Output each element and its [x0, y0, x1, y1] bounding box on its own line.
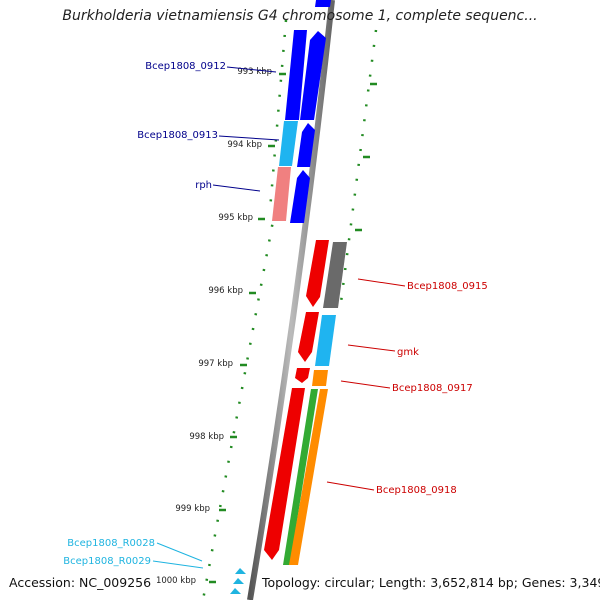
- gene-feature-bcep1808-0917-red[interactable]: [295, 368, 310, 383]
- gene-label-bcep1808-0913[interactable]: Bcep1808_0913: [137, 130, 218, 141]
- gene-feature-bcep1808-0915-red[interactable]: [306, 240, 329, 307]
- gene-label-bcep1808-0918[interactable]: Bcep1808_0918: [376, 485, 457, 496]
- gene-feature-bcep1808-0913[interactable]: [297, 123, 315, 167]
- gene-feature-gmk-red[interactable]: [298, 312, 319, 362]
- gene-feature-bcep1808-0915-grey[interactable]: [323, 242, 347, 308]
- gene-label-bcep1808-0912[interactable]: Bcep1808_0912: [145, 61, 226, 72]
- outer-dotted-guide: [338, 29, 378, 311]
- rna-feature-bcep1808-r0028[interactable]: [235, 568, 246, 574]
- scale-label: 1000 kbp: [156, 576, 196, 586]
- scale-labels: 993 kbp 994 kbp 995 kbp 996 kbp 997 kbp …: [156, 67, 272, 586]
- gene-label-bcep1808-r0029[interactable]: Bcep1808_R0029: [63, 556, 151, 567]
- scale-label: 997 kbp: [198, 359, 233, 369]
- gene-feature-rph[interactable]: [290, 170, 310, 223]
- gene-feature-bcep1808-0918-red[interactable]: [264, 388, 305, 560]
- rna-feature-extra[interactable]: [230, 588, 241, 594]
- backbone-track: [247, 0, 335, 601]
- gene-feature-top-partial[interactable]: [315, 0, 331, 7]
- gene-feature-rph-pink[interactable]: [272, 167, 291, 221]
- gene-feature-gmk-cyan[interactable]: [315, 315, 336, 366]
- accession-text: Accession: NC_009256: [9, 575, 152, 590]
- scale-label: 996 kbp: [208, 286, 243, 296]
- label-leaders: [152, 66, 406, 569]
- scale-label: 993 kbp: [237, 67, 272, 77]
- gene-label-bcep1808-r0028[interactable]: Bcep1808_R0028: [67, 538, 155, 549]
- gene-label-rph[interactable]: rph: [195, 180, 212, 191]
- topology-text: Topology: circular; Length: 3,652,814 bp…: [262, 575, 600, 590]
- scale-label: 999 kbp: [175, 504, 210, 514]
- scale-ticks: [209, 72, 377, 584]
- gene-feature-bcep1808-0917-orange[interactable]: [312, 370, 328, 386]
- gene-feature-bcep1808-0913-cyan[interactable]: [279, 121, 298, 166]
- gene-label-bcep1808-0915[interactable]: Bcep1808_0915: [407, 281, 488, 292]
- scale-label: 995 kbp: [218, 213, 253, 223]
- gene-feature-bcep1808-0912-outer[interactable]: [300, 31, 326, 120]
- top-dotted-guide: [268, 19, 288, 211]
- scale-label: 998 kbp: [189, 432, 224, 442]
- scale-label: 994 kbp: [227, 140, 262, 150]
- gene-label-gmk[interactable]: gmk: [397, 347, 419, 358]
- gene-labels: Bcep1808_0912 Bcep1808_0913 rph Bcep1808…: [63, 61, 487, 567]
- rna-feature-bcep1808-r0029[interactable]: [233, 578, 244, 584]
- inner-dotted-guide: [201, 209, 277, 601]
- map-title: Burkholderia vietnamiensis G4 chromosome…: [62, 8, 538, 24]
- gene-feature-bcep1808-0912-inner[interactable]: [285, 30, 307, 120]
- gene-feature-bcep1808-0918-green[interactable]: [283, 389, 318, 565]
- gene-label-bcep1808-0917[interactable]: Bcep1808_0917: [392, 383, 473, 394]
- gene-feature-bcep1808-0918-orange[interactable]: [289, 389, 328, 565]
